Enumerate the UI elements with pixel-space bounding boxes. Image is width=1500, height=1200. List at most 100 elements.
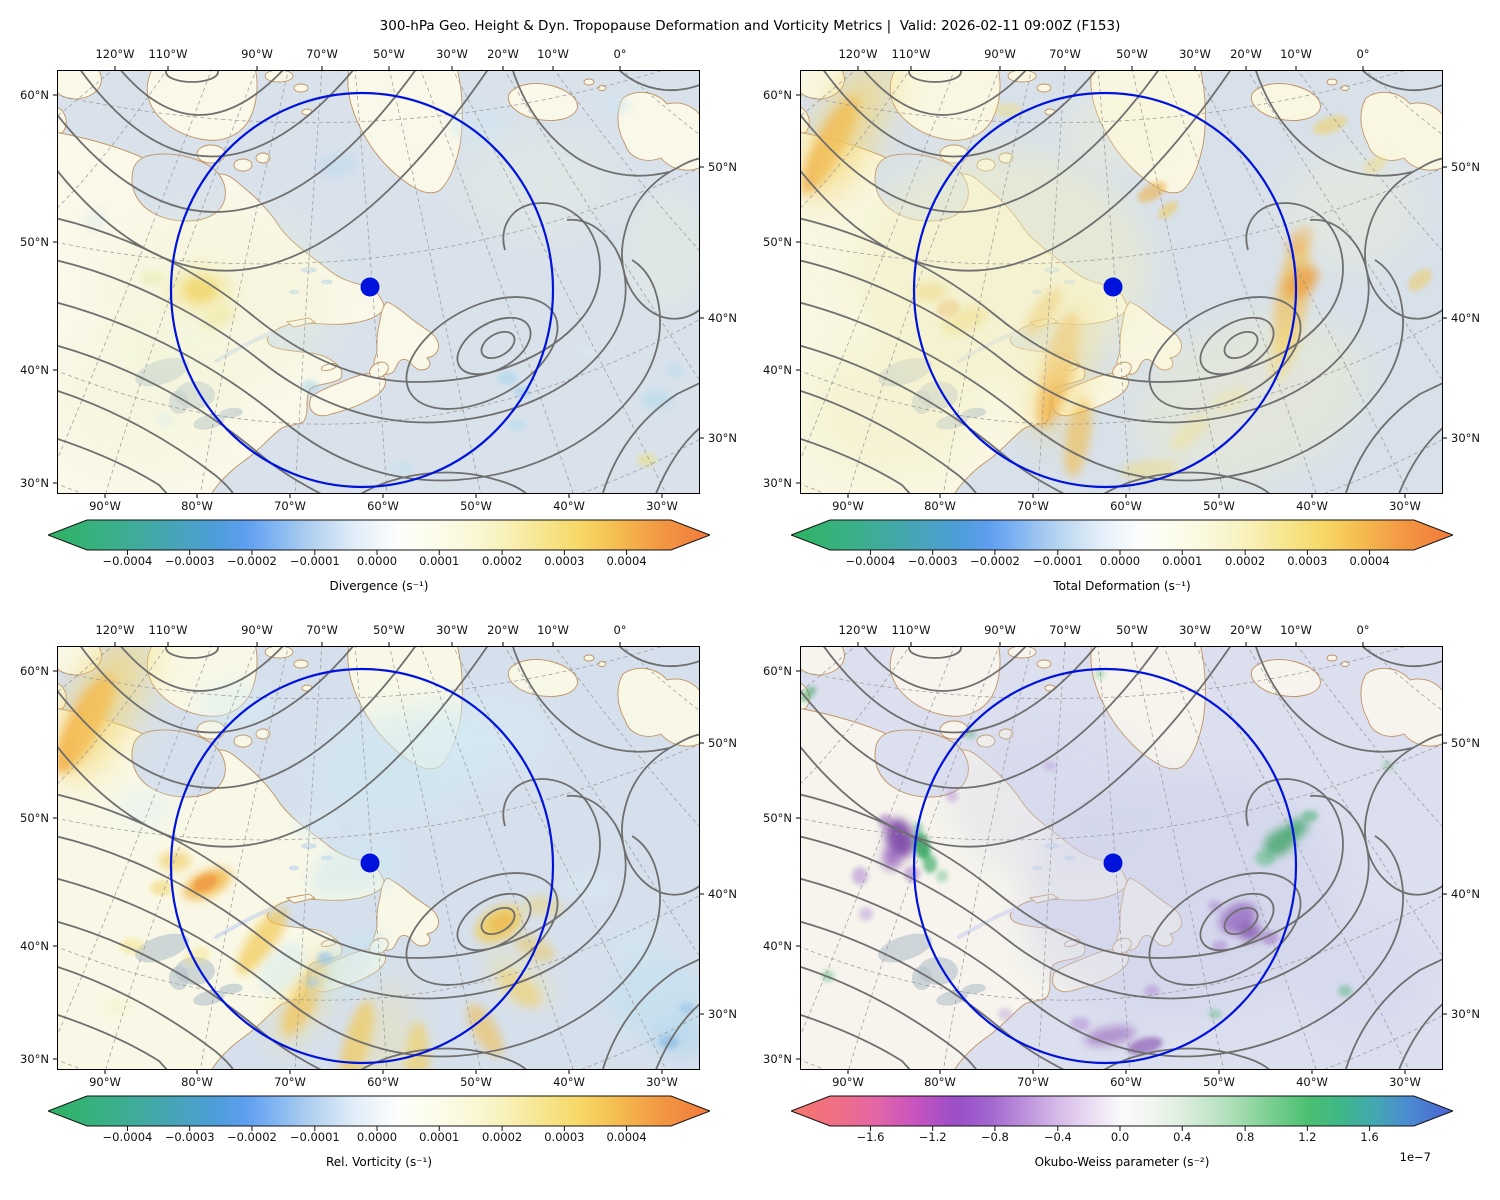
lon-tick-label: 10°W [1280,623,1312,637]
cbar-tick-label: −1.6 [856,1130,885,1144]
lat-tick-label: 60°N [20,664,49,678]
map-panel-divergence [53,66,704,498]
colorbar-okubo-weiss [791,1095,1453,1131]
lat-tick-label: 40°N [1451,311,1480,325]
lon-tick-label: 90°W [241,47,273,61]
colorbar-rel-vorticity [48,1095,710,1131]
lat-tick-label: 30°N [20,476,49,490]
cbar-tick-label: −0.0003 [907,554,958,568]
cbar-tick-label: −0.8 [980,1130,1009,1144]
lon-tick-label: 30°W [1179,47,1211,61]
axis-ticks [53,66,704,498]
lat-tick-label: 60°N [20,88,49,102]
cbar-tick-label: −0.0004 [102,1130,153,1144]
lat-tick-label: 30°N [763,1052,792,1066]
lon-tick-label: 80°W [181,499,213,513]
lon-tick-label: 30°W [1389,499,1421,513]
cbar-tick-label: 0.0000 [356,1130,398,1144]
lat-tick-label: 30°N [1451,431,1480,445]
cbar-tick-label: 1.6 [1360,1130,1379,1144]
lon-tick-label: 30°W [646,499,678,513]
cbar-axis-label: Divergence (s⁻¹) [329,579,429,593]
lat-tick-label: 30°N [708,1007,737,1021]
lon-tick-label: 120°W [838,623,878,637]
lon-tick-label: 90°W [984,623,1016,637]
lon-tick-label: 0° [613,623,627,637]
cbar-tick-label: −0.0002 [226,1130,277,1144]
lat-tick-label: 30°N [708,431,737,445]
lon-tick-label: 90°W [832,499,864,513]
lon-tick-label: 90°W [89,499,121,513]
cbar-tick-label: 0.0000 [356,554,398,568]
map-panel-rel-vorticity [53,642,704,1074]
lon-tick-label: 120°W [95,47,135,61]
lon-tick-label: 110°W [891,623,931,637]
lon-tick-label: 10°W [537,47,569,61]
range-ring [169,667,555,1065]
lon-tick-label: 120°W [838,47,878,61]
height-contour-layer [800,646,1443,1070]
lat-tick-label: 40°N [708,311,737,325]
cbar-tick-label: 0.0001 [419,1130,460,1144]
cbar-tick-label: 0.0004 [1349,554,1390,568]
lon-tick-label: 80°W [181,1075,213,1089]
lat-tick-label: 30°N [20,1052,49,1066]
lat-tick-label: 60°N [763,664,792,678]
lon-tick-label: 90°W [832,1075,864,1089]
cbar-tick-label: −0.0002 [969,554,1020,568]
lat-tick-label: 30°N [763,476,792,490]
colorbar-total-deformation [791,519,1453,555]
lon-tick-label: 20°W [1230,47,1262,61]
lat-tick-label: 40°N [20,939,49,953]
station-marker [360,277,380,297]
cbar-tick-label: 0.0000 [1099,554,1141,568]
lon-tick-label: 10°W [1280,47,1312,61]
cbar-axis-label: Okubo-Weiss parameter (s⁻²) [1034,1155,1210,1169]
lon-tick-label: 50°W [373,623,405,637]
station-marker [1103,277,1123,297]
shading-layer [801,70,1432,486]
cbar-tick-label: −0.0003 [164,1130,215,1144]
lon-tick-label: 70°W [306,623,338,637]
map-panel-total-deformation [796,66,1447,498]
cbar-tick-label: 1.2 [1298,1130,1317,1144]
cbar-tick-label: 0.4 [1173,1130,1192,1144]
lon-tick-label: 90°W [984,47,1016,61]
lon-tick-label: 50°W [373,47,405,61]
lon-tick-label: 120°W [95,623,135,637]
lat-tick-label: 50°N [1451,160,1480,174]
lon-tick-label: 20°W [1230,623,1262,637]
graticule-layer [800,646,1443,1070]
lon-tick-label: 60°W [367,1075,399,1089]
lon-tick-label: 20°W [487,47,519,61]
height-contour-layer [57,646,700,1070]
lon-tick-label: 30°W [1389,1075,1421,1089]
range-ring [912,667,1298,1065]
lat-tick-label: 40°N [1451,887,1480,901]
lat-tick-label: 50°N [763,235,792,249]
shading-layer [57,96,700,475]
cbar-tick-label: 0.0003 [1287,554,1328,568]
lon-tick-label: 90°W [241,623,273,637]
station-marker [1103,853,1123,873]
cbar-tick-label: 0.0 [1110,1130,1130,1144]
lat-tick-label: 50°N [1451,736,1480,750]
lon-tick-label: 50°W [460,1075,492,1089]
cbar-tick-label: 0.0004 [606,1130,647,1144]
lon-tick-label: 70°W [1017,499,1049,513]
lon-tick-label: 110°W [148,47,188,61]
lon-tick-label: 50°W [1203,499,1235,513]
lon-tick-label: 40°W [553,1075,585,1089]
cbar-tick-label: −1.2 [918,1130,947,1144]
lon-tick-label: 40°W [553,499,585,513]
lon-tick-label: 50°W [1116,623,1148,637]
lon-tick-label: 30°W [436,623,468,637]
cbar-tick-label: 0.0003 [544,1130,585,1144]
lon-tick-label: 40°W [1296,1075,1328,1089]
range-ring [169,91,555,489]
lon-tick-label: 70°W [274,1075,306,1089]
cbar-tick-label: −0.0001 [289,1130,340,1144]
lon-tick-label: 50°W [460,499,492,513]
cbar-tick-label: 0.0002 [1225,554,1266,568]
